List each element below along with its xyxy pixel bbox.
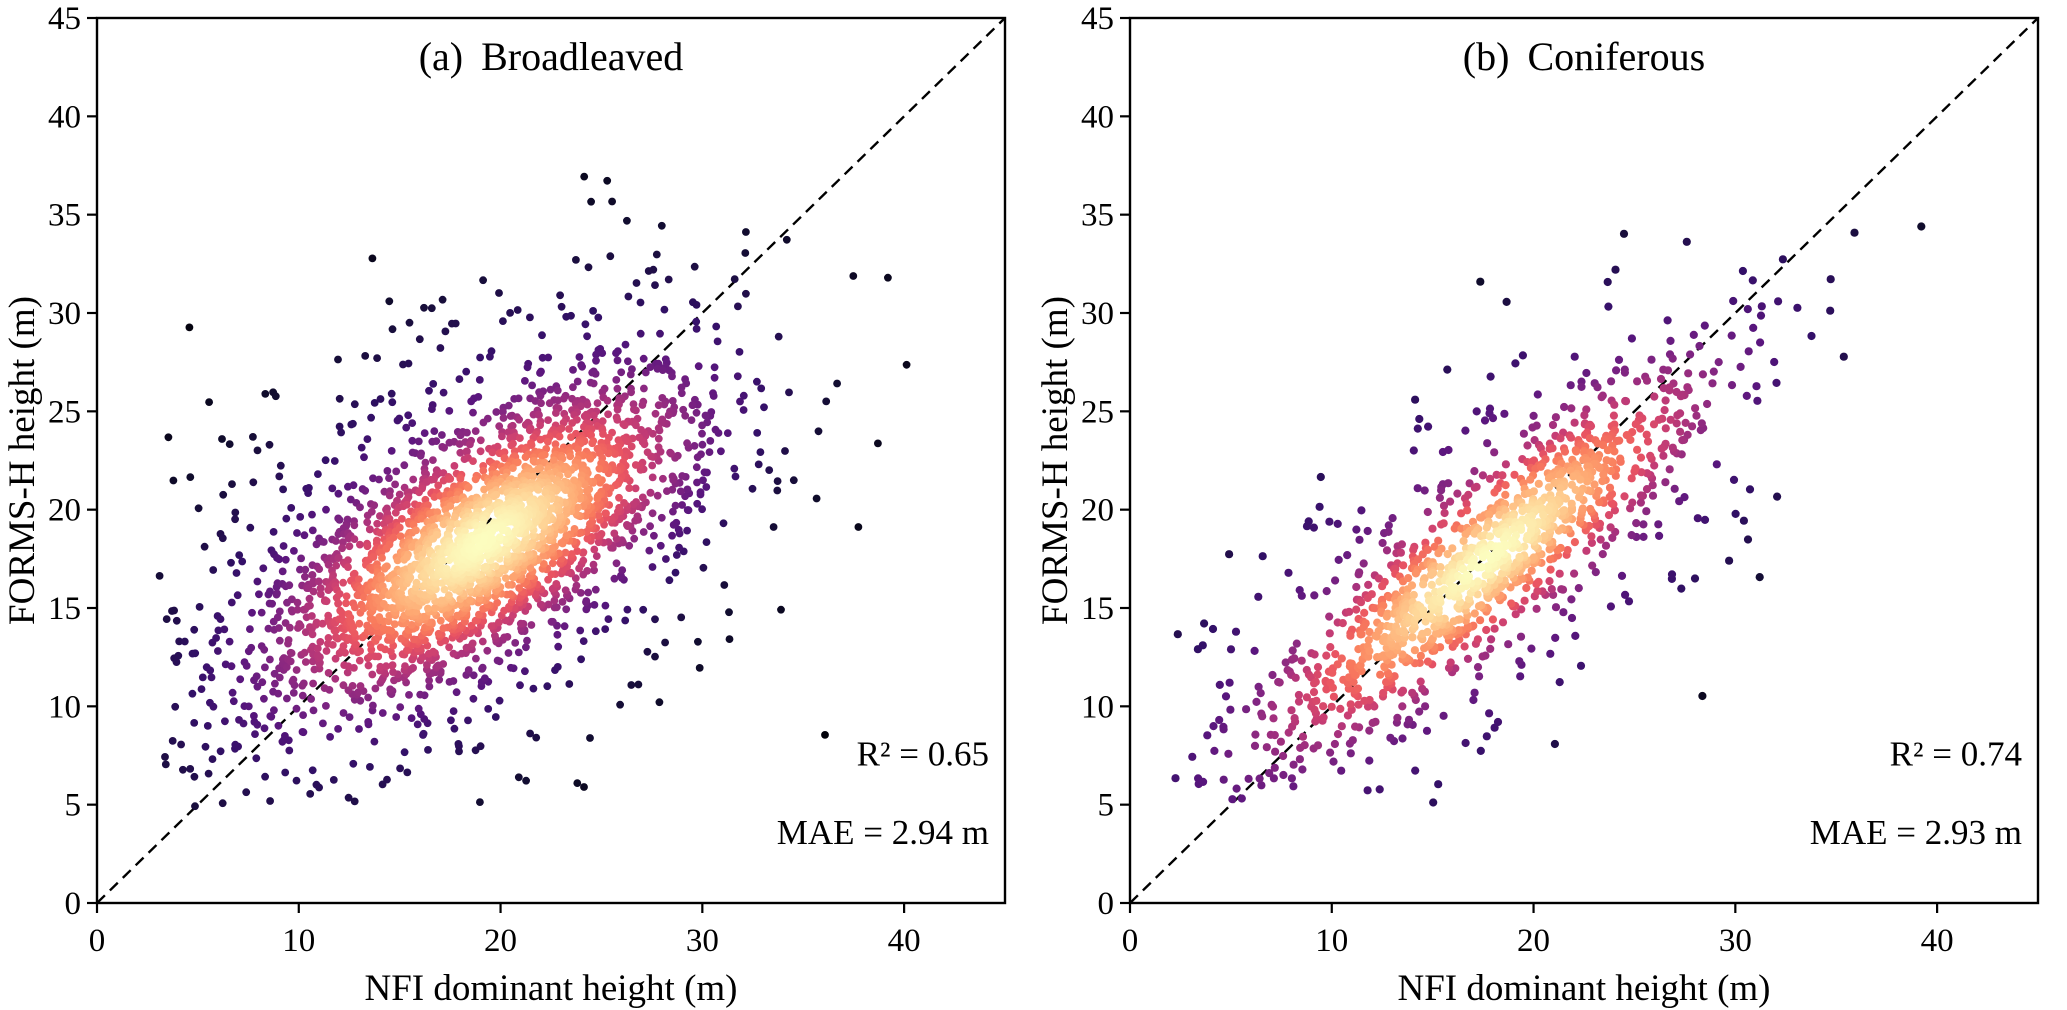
y-tick-label: 15 [1081, 591, 1114, 627]
y-tick-label: 20 [48, 493, 81, 529]
x-tick-label: 40 [1921, 923, 1954, 959]
panel-coniferous: 0 10 20 30 40 0 5 10 15 20 25 30 35 40 45 NFI dominant … [1033, 0, 2066, 1010]
y-axis-label: FORMS-H height (m) [1035, 296, 1076, 625]
x-tick-label: 0 [89, 923, 106, 959]
y-tick-label: 30 [48, 296, 81, 332]
x-axis-label: NFI dominant height (m) [364, 968, 737, 1009]
y-tick-label: 25 [48, 394, 81, 430]
y-tick-label: 20 [1081, 493, 1114, 529]
x-tick-label: 10 [1315, 923, 1348, 959]
x-axis-label: NFI dominant height (m) [1397, 968, 1770, 1009]
r-squared-annotation: R² = 0.74 [1890, 734, 2022, 773]
y-tick-label: 40 [1081, 99, 1114, 135]
scatter-plot-broadleaved: 0 10 20 30 40 0 5 10 15 20 25 30 35 40 45 NFI dominant … [2, 1, 1007, 1009]
y-tick-label: 35 [1081, 198, 1114, 234]
x-tick-label: 20 [484, 923, 517, 959]
x-tick-label: 10 [282, 923, 315, 959]
plot-frame [1128, 16, 2040, 905]
panel-title: (b) Coniferous [1463, 34, 1705, 79]
r-squared-annotation: R² = 0.65 [857, 734, 989, 773]
x-tick-label: 30 [686, 923, 719, 959]
y-tick-label: 15 [48, 591, 81, 627]
y-tick-label: 30 [1081, 296, 1114, 332]
scatter-plot-coniferous: 0 10 20 30 40 0 5 10 15 20 25 30 35 40 45 NFI dominant … [1035, 1, 2040, 1009]
x-tick-label: 0 [1122, 923, 1139, 959]
panel-broadleaved: 0 10 20 30 40 0 5 10 15 20 25 30 35 40 45 NFI dominant … [0, 0, 1033, 1010]
y-tick-label: 10 [1081, 689, 1114, 725]
mae-annotation: MAE = 2.93 m [1810, 813, 2022, 852]
density-points [155, 172, 911, 811]
y-tick-label: 25 [1081, 394, 1114, 430]
panel-title: (a) Broadleaved [419, 34, 684, 79]
mae-annotation: MAE = 2.94 m [777, 813, 989, 852]
x-tick-label: 20 [1517, 923, 1550, 959]
y-tick-label: 45 [48, 1, 81, 37]
y-axis-label: FORMS-H height (m) [2, 296, 43, 625]
plot-frame [95, 16, 1007, 905]
density-points [1171, 222, 1926, 807]
x-tick-label: 30 [1719, 923, 1752, 959]
y-tick-label: 10 [48, 689, 81, 725]
y-tick-label: 0 [65, 886, 82, 922]
y-tick-label: 5 [65, 788, 82, 824]
y-tick-label: 45 [1081, 1, 1114, 37]
y-tick-label: 5 [1098, 788, 1115, 824]
y-tick-label: 35 [48, 198, 81, 234]
y-tick-label: 0 [1098, 886, 1115, 922]
x-tick-label: 40 [888, 923, 921, 959]
y-tick-label: 40 [48, 99, 81, 135]
